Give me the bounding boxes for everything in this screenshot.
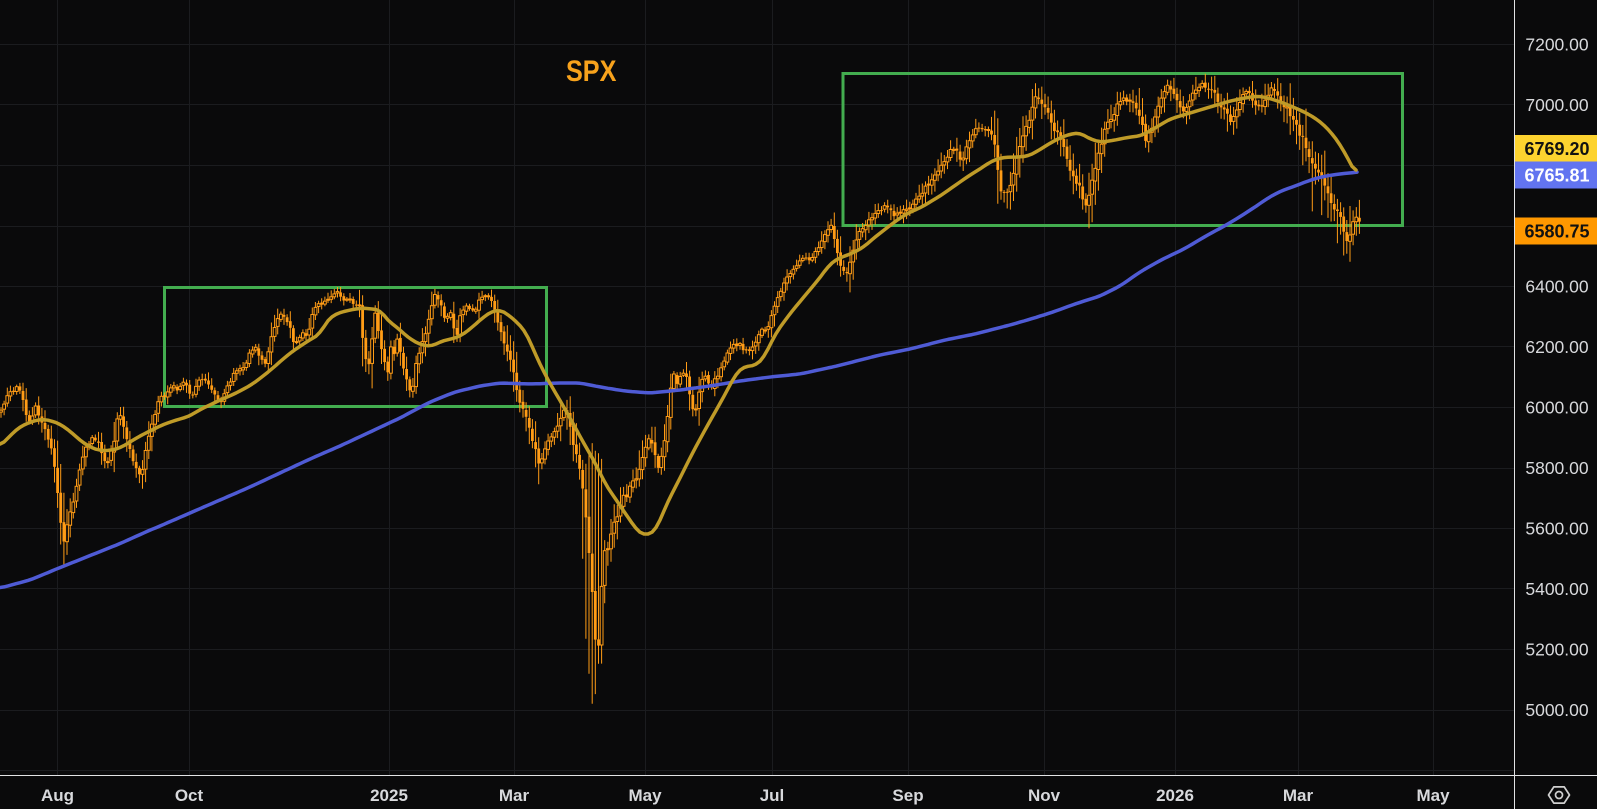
svg-text:Sep: Sep <box>892 786 923 805</box>
svg-text:6400.00: 6400.00 <box>1525 277 1589 297</box>
svg-text:5800.00: 5800.00 <box>1525 458 1589 478</box>
svg-text:6580.75: 6580.75 <box>1524 222 1589 242</box>
svg-text:6200.00: 6200.00 <box>1525 337 1589 357</box>
svg-text:5600.00: 5600.00 <box>1525 519 1589 539</box>
svg-text:5400.00: 5400.00 <box>1525 579 1589 599</box>
svg-text:6769.20: 6769.20 <box>1524 139 1589 159</box>
svg-text:Mar: Mar <box>1283 786 1314 805</box>
svg-text:SPX: SPX <box>566 54 617 88</box>
svg-text:Mar: Mar <box>499 786 530 805</box>
svg-text:7200.00: 7200.00 <box>1525 35 1589 55</box>
svg-text:Jul: Jul <box>760 786 785 805</box>
svg-text:5200.00: 5200.00 <box>1525 640 1589 660</box>
svg-text:Oct: Oct <box>175 786 204 805</box>
svg-text:2025: 2025 <box>370 786 408 805</box>
svg-text:6000.00: 6000.00 <box>1525 398 1589 418</box>
svg-text:6765.81: 6765.81 <box>1524 166 1589 186</box>
svg-text:Nov: Nov <box>1028 786 1061 805</box>
svg-text:Aug: Aug <box>41 786 74 805</box>
svg-text:May: May <box>1416 786 1450 805</box>
svg-text:7000.00: 7000.00 <box>1525 95 1589 115</box>
svg-text:5000.00: 5000.00 <box>1525 700 1589 720</box>
svg-text:May: May <box>628 786 662 805</box>
svg-text:2026: 2026 <box>1156 786 1194 805</box>
